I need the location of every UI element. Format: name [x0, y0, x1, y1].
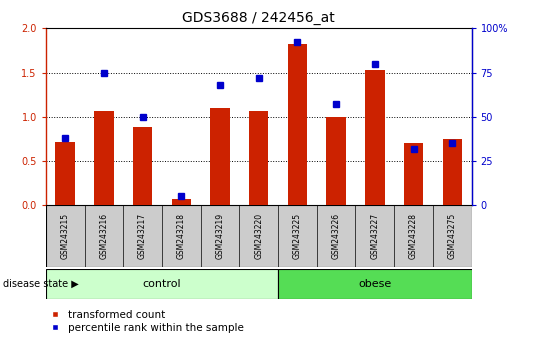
Legend: transformed count, percentile rank within the sample: transformed count, percentile rank withi… — [51, 310, 244, 333]
Bar — [365, 70, 384, 205]
Text: GSM243226: GSM243226 — [331, 213, 341, 259]
Title: GDS3688 / 242456_at: GDS3688 / 242456_at — [182, 11, 335, 24]
Bar — [404, 143, 423, 205]
Text: GSM243225: GSM243225 — [293, 213, 302, 259]
Text: GSM243228: GSM243228 — [409, 213, 418, 259]
Bar — [249, 110, 268, 205]
Bar — [210, 108, 230, 205]
Bar — [133, 127, 153, 205]
Text: GSM243275: GSM243275 — [448, 213, 457, 259]
Text: GSM243216: GSM243216 — [99, 213, 108, 259]
Text: GSM243215: GSM243215 — [61, 213, 70, 259]
Text: GSM243218: GSM243218 — [177, 213, 186, 259]
Bar — [327, 117, 346, 205]
Bar — [171, 199, 191, 205]
Text: GSM243219: GSM243219 — [216, 213, 225, 259]
Bar — [443, 139, 462, 205]
Text: GSM243227: GSM243227 — [370, 213, 379, 259]
Bar — [94, 110, 114, 205]
Bar — [278, 269, 472, 299]
Bar — [288, 44, 307, 205]
Bar — [46, 269, 278, 299]
Text: GSM243220: GSM243220 — [254, 213, 263, 259]
Text: GSM243217: GSM243217 — [138, 213, 147, 259]
Text: control: control — [143, 279, 181, 289]
Text: disease state ▶: disease state ▶ — [3, 279, 79, 289]
Text: obese: obese — [358, 279, 391, 289]
Bar — [56, 142, 75, 205]
